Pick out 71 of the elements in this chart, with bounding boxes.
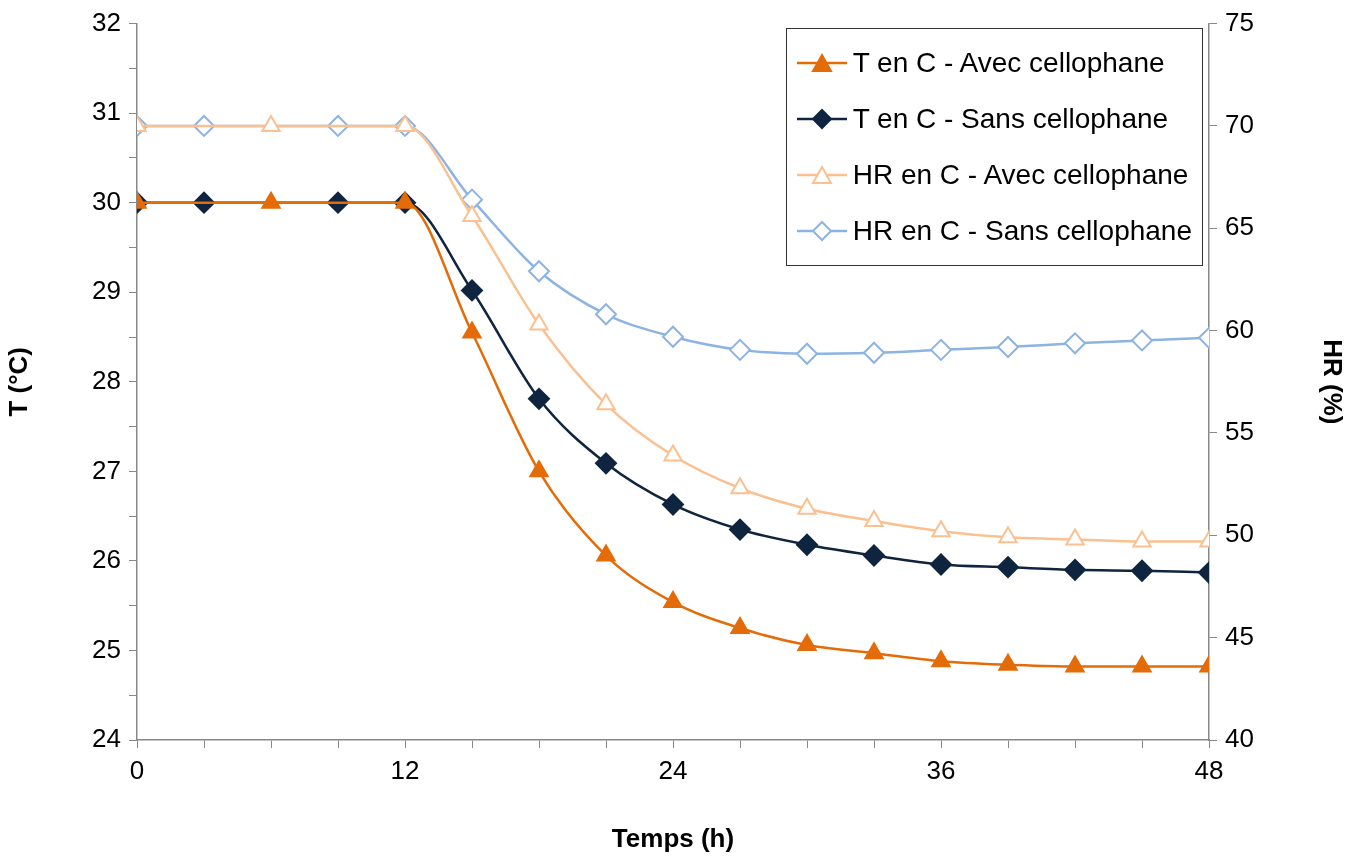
- y-tick-label: 27: [92, 454, 121, 485]
- y-tick-label: 31: [92, 96, 121, 127]
- point: [797, 497, 817, 515]
- point: [1064, 332, 1086, 355]
- point: [529, 313, 549, 331]
- point: [729, 518, 751, 541]
- y2-tick-label: 40: [1225, 723, 1254, 754]
- y-tick-label: 25: [92, 633, 121, 664]
- point: [930, 553, 952, 576]
- point: [1065, 655, 1085, 673]
- point: [997, 336, 1019, 358]
- y2-tick-label: 75: [1225, 6, 1254, 37]
- point: [595, 303, 617, 326]
- point: [797, 634, 817, 652]
- point: [596, 393, 616, 411]
- point: [528, 387, 550, 410]
- point: [931, 650, 951, 668]
- point: [461, 279, 483, 302]
- y2-tick-label: 45: [1225, 620, 1254, 651]
- y2-tick-label: 65: [1225, 211, 1254, 242]
- point: [1132, 530, 1152, 548]
- y-tick-label: 30: [92, 185, 121, 216]
- y2-tick-label: 60: [1225, 313, 1254, 344]
- y-tick-label: 26: [92, 544, 121, 575]
- x-tick-label: 12: [390, 754, 420, 785]
- point: [595, 452, 617, 475]
- point: [730, 477, 750, 495]
- point: [998, 526, 1018, 544]
- y-axis-title: T (°C): [2, 347, 33, 417]
- point: [863, 544, 885, 567]
- x-tick-label: 48: [1194, 754, 1224, 785]
- point: [462, 205, 482, 223]
- y2-tick-label: 50: [1225, 518, 1254, 549]
- point: [730, 617, 750, 635]
- x-tick-label: 0: [129, 754, 145, 785]
- legend-label: HR en C - Sans cellophane: [852, 215, 1192, 247]
- point: [1131, 329, 1153, 352]
- point: [729, 338, 751, 361]
- point: [662, 493, 684, 516]
- y-tick-label: 28: [92, 364, 121, 395]
- point: [796, 533, 818, 556]
- point: [796, 342, 818, 365]
- y-tick-label: 32: [92, 6, 121, 37]
- point: [1064, 558, 1086, 581]
- point: [663, 444, 683, 462]
- legend-label: T en C - Sans cellophane: [852, 103, 1169, 135]
- point: [1132, 655, 1152, 673]
- x-tick-label: 24: [658, 754, 688, 785]
- legend-label: T en C - Avec cellophane: [852, 47, 1165, 79]
- y-tick-label: 29: [92, 275, 121, 306]
- point: [662, 325, 684, 348]
- point: [528, 260, 550, 283]
- point: [1131, 559, 1153, 582]
- y-tick-label: 24: [92, 723, 121, 754]
- point: [998, 653, 1018, 671]
- y2-axis-title: HR (%): [1318, 339, 1349, 425]
- point: [1065, 528, 1085, 546]
- point: [596, 544, 616, 562]
- point: [997, 556, 1019, 579]
- point: [529, 460, 549, 478]
- point: [930, 338, 952, 361]
- legend-label: HR en C - Avec cellophane: [852, 159, 1189, 191]
- point: [863, 341, 885, 364]
- point: [663, 591, 683, 609]
- y2-tick-label: 70: [1225, 109, 1254, 140]
- x-axis-title: Temps (h): [611, 822, 735, 853]
- point: [864, 509, 884, 527]
- y2-tick-label: 55: [1225, 416, 1254, 447]
- point: [931, 520, 951, 538]
- point: [864, 642, 884, 660]
- x-tick-label: 36: [926, 754, 956, 785]
